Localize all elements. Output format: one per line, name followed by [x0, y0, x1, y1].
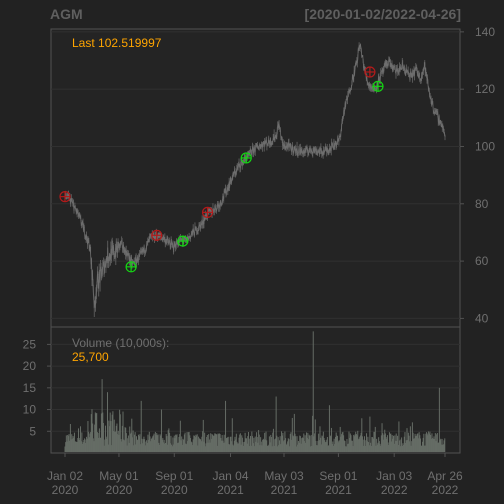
volume-label: Volume (10,000s): [72, 336, 169, 350]
x-tick-label: Jan 02 [47, 469, 83, 483]
date-range-label: [2020-01-02/2022-04-26] [305, 6, 461, 22]
price-tick-label: 100 [475, 139, 495, 153]
volume-tick-label: 5 [29, 424, 36, 438]
price-tick-label: 60 [475, 254, 489, 268]
x-tick-label: Sep 01 [319, 469, 357, 483]
x-tick-label: Sep 01 [155, 469, 193, 483]
x-tick-year: 2021 [217, 483, 244, 497]
price-tick-label: 120 [475, 82, 495, 96]
x-tick-year: 2020 [52, 483, 79, 497]
x-tick-year: 2020 [161, 483, 188, 497]
volume-tick-label: 10 [23, 403, 37, 417]
volume-axis-ticks: 5 10 15 20 25 [23, 337, 51, 438]
last-price-label: Last 102.519997 [72, 36, 162, 50]
volume-last-value: 25,700 [72, 350, 109, 364]
sell-marker [59, 191, 71, 203]
buy-marker [240, 152, 252, 164]
price-tick-label: 80 [475, 197, 489, 211]
volume-tick-label: 20 [23, 359, 37, 373]
trade-markers [59, 66, 384, 273]
price-line-group [64, 42, 446, 318]
buy-marker [177, 235, 189, 247]
x-tick-year: 2020 [106, 483, 133, 497]
volume-bars [64, 331, 446, 452]
sell-marker [201, 206, 214, 218]
x-tick-year: 2021 [325, 483, 352, 497]
x-tick-year: 2021 [271, 483, 298, 497]
x-tick-label: May 01 [99, 469, 139, 483]
volume-tick-label: 15 [23, 381, 37, 395]
price-panel-frame [50, 28, 461, 328]
price-tick-label: 40 [475, 311, 489, 325]
volume-tick-label: 25 [23, 337, 37, 351]
x-tick-label: Jan 04 [212, 469, 248, 483]
x-tick-label: Apr 26 [427, 469, 463, 483]
price-tick-label: 140 [475, 25, 495, 39]
buy-marker [125, 261, 137, 273]
price-axis-ticks: 40 60 80 100 120 140 [460, 25, 495, 325]
price-grid [51, 31, 460, 319]
chart-title: AGM [50, 6, 83, 22]
x-tick-label: Jan 03 [376, 469, 412, 483]
sell-marker [151, 229, 163, 241]
buy-marker [372, 80, 384, 92]
x-tick-label: May 03 [264, 469, 304, 483]
sell-marker [364, 66, 376, 78]
price-line [64, 44, 446, 309]
x-tick-year: 2022 [381, 483, 408, 497]
x-tick-year: 2022 [432, 483, 459, 497]
